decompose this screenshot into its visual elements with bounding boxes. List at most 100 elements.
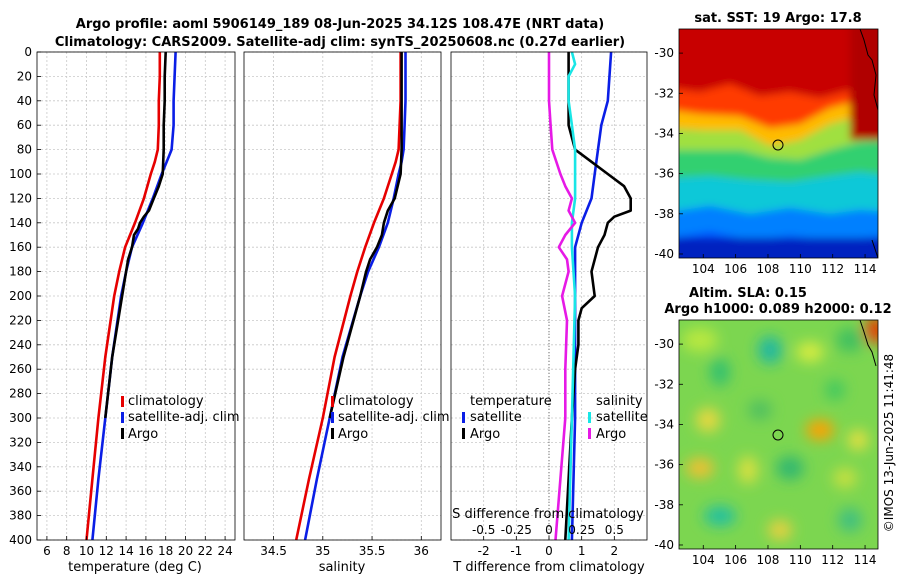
sst-map-title: sat. SST: 19 Argo: 17.8 [694,11,861,26]
x-tick-label: 22 [198,544,213,558]
series-line-salinity-satellite [567,52,577,540]
salinity-diff-tick-label: -0.25 [501,523,532,537]
sla-argo-marker [772,429,784,441]
map-x-tick-label: 112 [821,553,844,567]
series-group [294,52,407,540]
legend-label-climatology: climatology [338,394,414,409]
map-x-tick-label: 110 [789,553,812,567]
series-group [85,52,177,540]
y-tick-label: 60 [17,118,32,132]
sla-coastline [859,320,877,367]
figure-title-line1: Argo profile: aoml 5906149_189 08-Jun-20… [76,17,604,32]
y-tick-label: 120 [9,191,32,205]
map-x-tick-label: 108 [757,553,780,567]
legend-swatch-climatology [331,396,334,407]
x-tick-label: 34.5 [260,544,287,558]
map-x-tick-label: 106 [724,262,747,276]
y-tick-label: 340 [9,460,32,474]
map-y-tick-label: -36 [654,167,674,181]
salinity-xlabel: salinity [319,560,366,575]
x-tick-label: 0 [545,544,553,558]
legend-title-salinity: salinity [596,394,643,409]
legend-swatch-argo [331,428,334,439]
x-tick-label: 10 [79,544,94,558]
y-tick-label: 0 [24,45,32,59]
legend-swatch-s-argo [588,428,591,439]
y-tick-label: 140 [9,216,32,230]
difference-panel: -2 -1 0 1 2 -0.5 -0.25 0 0.25 0.5 [450,51,648,558]
salinity-diff-tick-label: -0.5 [472,523,495,537]
x-tick-label: 36 [414,544,429,558]
sst-map: 104 106 108 110 112 114 -30 -32 -34 -36 -38 -40 [654,28,879,276]
y-tick-label: 300 [9,411,32,425]
salinity-diff-tick-label: 0 [545,523,553,537]
sla-map: 104 106 108 110 112 114 -30 -32 -34 -36 -38 -40 [654,319,879,567]
map-x-tick-label: 106 [724,553,747,567]
x-tick-label: -1 [510,544,522,558]
legend-label-s-argo: Argo [596,427,626,442]
legend-swatch-climatology [121,396,124,407]
x-tick-label: 24 [217,544,232,558]
map-x-tick-label: 114 [854,262,877,276]
x-tick-label: 2 [611,544,619,558]
y-tick-label: 400 [9,533,32,547]
y-tick-label: 280 [9,387,32,401]
map-x-tick-label: 112 [821,262,844,276]
y-tick-label: 180 [9,265,32,279]
y-tick-label: 40 [17,94,32,108]
series-line-salinity-argo [547,52,577,540]
y-tick-label: 20 [17,69,32,83]
sst-coastline [859,29,878,111]
legend-label-t-satellite: satellite [470,410,522,425]
legend-swatch-t-argo [462,428,465,439]
x-tick-label: 18 [158,544,173,558]
salinity-legend: climatology satellite-adj. clim Argo [331,394,450,442]
sla-map-frame [678,319,879,550]
difference-legend: temperature satellite Argo salinity sate… [462,394,648,442]
y-tick-label: 220 [9,313,32,327]
legend-title-temperature: temperature [470,394,552,409]
difference-xlabel-top: S difference from climatology [452,507,644,522]
y-tick-label: 200 [9,289,32,303]
x-tick-label: 16 [138,544,153,558]
legend-swatch-argo [121,428,124,439]
map-y-tick-label: -38 [654,498,674,512]
sst-coastline-south [871,239,878,258]
series-line-climatology [85,52,162,540]
y-tick-label: 320 [9,435,32,449]
legend-label-climatology: climatology [128,394,204,409]
y-tick-label: 260 [9,362,32,376]
map-y-tick-label: -30 [654,337,674,351]
sla-map-title-1: Altim. SLA: 0.15 [689,286,807,301]
sst-map-frame [678,28,879,259]
difference-xlabel: T difference from climatology [452,560,645,575]
map-y-tick-label: -40 [654,247,674,261]
y-tick-label: 80 [17,143,32,157]
temperature-xlabel: temperature (deg C) [68,560,202,575]
x-tick-label: 1 [578,544,586,558]
salinity-diff-tick-label: 0.5 [605,523,624,537]
map-x-tick-label: 104 [692,553,715,567]
legend-swatch-satellite-adj [331,412,334,423]
map-x-tick-label: 110 [789,262,812,276]
figure-title-line2: Climatology: CARS2009. Satellite-adj cli… [55,35,625,50]
sla-field [682,320,878,540]
legend-label-argo: Argo [338,427,368,442]
x-tick-label: 12 [99,544,114,558]
legend-label-satellite-adj: satellite-adj. clim [338,410,450,425]
legend-swatch-satellite-adj [121,412,124,423]
map-y-tick-label: -32 [654,86,674,100]
y-tick-label: 240 [9,338,32,352]
y-tick-label: 100 [9,167,32,181]
map-x-tick-label: 108 [757,262,780,276]
map-x-tick-label: 104 [692,262,715,276]
map-y-tick-label: -30 [654,46,674,60]
x-tick-label: 14 [118,544,133,558]
legend-label-t-argo: Argo [470,427,500,442]
salinity-panel: 34.5 35 35.5 36 [243,51,442,558]
plot-frame [243,51,442,541]
series-line-argo [104,52,167,419]
y-tick-label: 360 [9,484,32,498]
sst-field [679,29,878,258]
